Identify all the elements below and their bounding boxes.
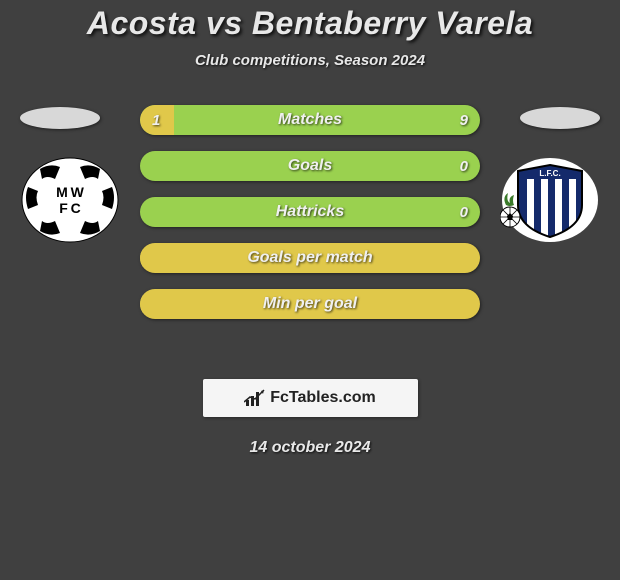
bar-value-right: 9 — [460, 105, 468, 135]
subtitle: Club competitions, Season 2024 — [0, 52, 620, 69]
chart-icon — [244, 388, 266, 408]
bar-label: Matches — [140, 105, 480, 135]
bar-value-right: 0 — [460, 151, 468, 181]
stat-bar: Matches1 9 — [140, 105, 480, 135]
stat-bar: Goals per match — [140, 243, 480, 273]
stat-bar: Goals0 — [140, 151, 480, 181]
branding-badge[interactable]: FcTables.com — [203, 379, 418, 417]
bar-label: Goals — [140, 151, 480, 181]
stat-bar: Min per goal — [140, 289, 480, 319]
date-label: 14 october 2024 — [0, 439, 620, 457]
team-logo-left: M W F C — [20, 157, 120, 243]
bar-value-right: 0 — [460, 197, 468, 227]
main-area: M W F C — [0, 99, 620, 359]
comparison-card: Acosta vs Bentaberry Varela Club competi… — [0, 0, 620, 457]
svg-text:F C: F C — [59, 200, 80, 216]
flag-left — [20, 107, 100, 129]
team-logo-right: L.F.C. — [500, 157, 600, 243]
stat-bar: Hattricks0 — [140, 197, 480, 227]
bar-label: Min per goal — [140, 289, 480, 319]
svg-text:L.F.C.: L.F.C. — [539, 169, 560, 178]
bar-value-left: 1 — [152, 105, 160, 135]
bar-label: Goals per match — [140, 243, 480, 273]
page-title: Acosta vs Bentaberry Varela — [0, 5, 620, 42]
flag-right — [520, 107, 600, 129]
bar-label: Hattricks — [140, 197, 480, 227]
branding-text: FcTables.com — [270, 389, 376, 407]
stat-bars: Matches19Goals0Hattricks0Goals per match… — [140, 105, 480, 335]
svg-text:M W: M W — [56, 184, 84, 200]
